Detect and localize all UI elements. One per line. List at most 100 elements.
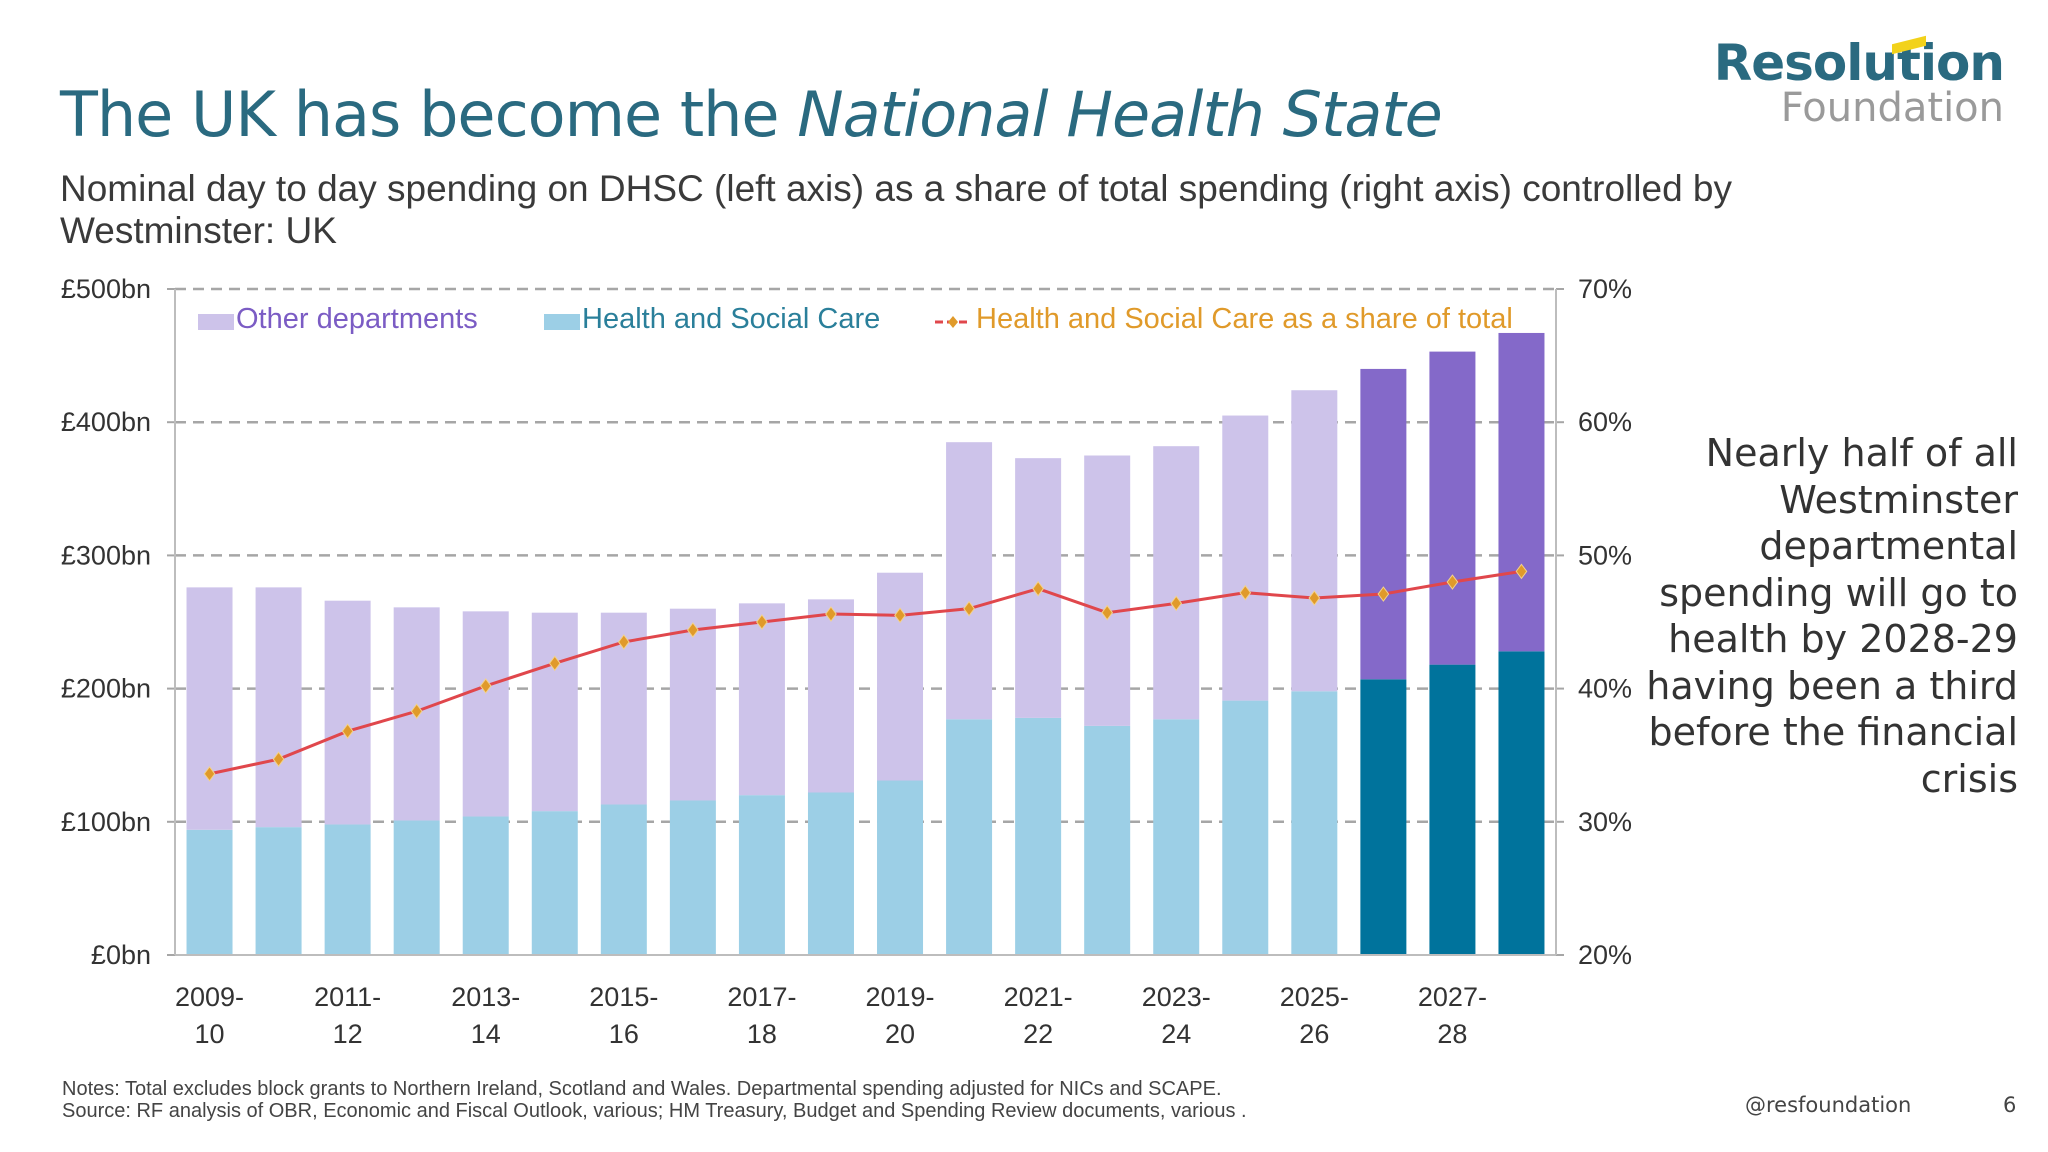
bar-health-social-care: [600, 804, 647, 955]
right-axis-tick-label: 70%: [1578, 274, 1632, 304]
title-plain: The UK has become the: [60, 78, 798, 151]
bar-health-social-care: [1015, 717, 1062, 955]
left-axis-tick-label: £500bn: [61, 274, 151, 304]
left-axis-tick-label: £300bn: [61, 540, 151, 570]
x-axis-tick-label: 2017-: [727, 982, 796, 1012]
chart-subtitle: Nominal day to day spending on DHSC (lef…: [60, 168, 1733, 251]
bar-health-social-care: [324, 824, 371, 955]
x-axis-tick-label: 2021-: [1004, 982, 1073, 1012]
logo-top-text: Resolution: [1713, 34, 2005, 92]
bar-other-departments: [531, 612, 578, 812]
share-line: [209, 569, 1522, 776]
x-axis-tick-label: 16: [609, 1019, 639, 1049]
tick-labels: £0bn £100bn £200bn £300bn £400bn £500bn 20% 30%…: [61, 274, 1632, 1049]
bar-other-departments: [462, 611, 509, 817]
share-marker: [548, 655, 561, 672]
bar-health-social-care: [1084, 725, 1131, 955]
right-axis-tick-label: 20%: [1578, 940, 1632, 970]
bar-other-departments: [324, 600, 371, 825]
resolution-foundation-logo: Resolution Foundation: [1713, 34, 2005, 131]
x-axis-tick-label: 22: [1023, 1019, 1053, 1049]
x-axis-tick-label: 2023-: [1142, 982, 1211, 1012]
bar-health-social-care: [1360, 679, 1407, 955]
bar-health-social-care: [255, 827, 302, 955]
bar-health-social-care: [1222, 700, 1269, 955]
bars: [186, 332, 1545, 955]
bar-other-departments: [255, 587, 302, 828]
legend-label: Other departments: [236, 303, 478, 335]
notes-line: Notes: Total excludes block grants to No…: [62, 1078, 1222, 1100]
share-marker: [1032, 580, 1044, 597]
bar-other-departments: [1291, 390, 1338, 692]
bar-health-social-care: [1291, 691, 1338, 955]
left-axis-tick-label: £100bn: [61, 807, 151, 837]
share-marker: [1515, 563, 1528, 580]
share-marker: [756, 614, 768, 630]
x-axis-tick-label: 2027-: [1418, 982, 1487, 1012]
legend-marker-symbol: [948, 316, 958, 328]
bar-health-social-care: [946, 719, 993, 955]
key-finding-callout: Nearly half of all Westminster departmen…: [1646, 431, 2018, 801]
chart-legend: Other departments Health and Social Care H…: [198, 303, 1513, 335]
legend-label: Health and Social Care: [582, 303, 880, 335]
bar-other-departments: [738, 603, 785, 796]
gridlines: [175, 287, 1556, 824]
bar-health-social-care: [393, 820, 440, 955]
title-italic: National Health State: [797, 78, 1442, 151]
left-axis-tick-label: £400bn: [61, 407, 151, 437]
x-axis-tick-label: 26: [1299, 1019, 1329, 1049]
legend-label: Health and Social Care as a share of tot…: [976, 303, 1513, 335]
share-marker: [1101, 604, 1114, 621]
bar-health-social-care: [1153, 719, 1200, 955]
x-axis-tick-label: 2019-: [865, 982, 934, 1012]
bar-other-departments: [1153, 446, 1200, 720]
share-marker: [341, 723, 354, 740]
logo-bottom-text: Foundation: [1780, 85, 2004, 131]
x-axis-tick-label: 28: [1437, 1019, 1467, 1049]
left-axis-tick-label: £0bn: [91, 940, 151, 970]
share-marker: [479, 678, 492, 694]
bar-other-departments: [807, 599, 854, 793]
right-axis-tick-label: 50%: [1578, 540, 1632, 570]
share-marker: [894, 607, 906, 624]
bar-other-departments: [669, 608, 716, 801]
page-title: The UK has become the National Health St…: [60, 78, 1443, 151]
right-axis-tick-label: 60%: [1578, 407, 1632, 437]
bar-health-social-care: [1498, 651, 1545, 955]
share-marker: [1170, 595, 1183, 612]
x-axis-tick-label: 20: [885, 1019, 915, 1049]
x-axis-tick-label: 14: [471, 1019, 501, 1049]
share-marker: [617, 634, 630, 650]
bar-other-departments: [946, 442, 993, 720]
share-marker: [410, 703, 423, 720]
bar-health-social-care: [531, 811, 578, 955]
axes: [167, 288, 1564, 956]
bar-other-departments: [1360, 368, 1407, 680]
share-line-series: [203, 563, 1528, 782]
bar-health-social-care: [807, 792, 854, 955]
page-number: 6: [2003, 1093, 2017, 1117]
bar-other-departments: [1498, 332, 1545, 652]
bar-other-departments: [877, 572, 924, 781]
right-axis-tick-label: 40%: [1578, 674, 1632, 704]
x-axis-tick-label: 12: [333, 1019, 363, 1049]
bar-other-departments: [186, 587, 233, 830]
x-axis-tick-label: 2013-: [451, 982, 520, 1012]
bar-health-social-care: [1429, 664, 1476, 955]
share-marker: [1308, 590, 1321, 606]
share-marker: [203, 766, 216, 782]
bar-health-social-care: [462, 816, 509, 955]
bar-health-social-care: [877, 780, 924, 955]
legend-swatch: [198, 314, 234, 330]
bar-other-departments: [1429, 351, 1476, 665]
left-axis-tick-label: £200bn: [61, 674, 151, 704]
share-marker: [272, 751, 285, 768]
x-axis-tick-label: 2011-: [314, 982, 381, 1012]
bar-health-social-care: [669, 800, 716, 955]
share-marker: [687, 622, 699, 638]
x-axis-tick-label: 2025-: [1280, 982, 1349, 1012]
twitter-handle: @resfoundation: [1745, 1093, 1912, 1117]
x-axis-tick-label: 2009-: [175, 982, 244, 1012]
share-marker: [963, 600, 975, 617]
x-axis-tick-label: 18: [747, 1019, 777, 1049]
